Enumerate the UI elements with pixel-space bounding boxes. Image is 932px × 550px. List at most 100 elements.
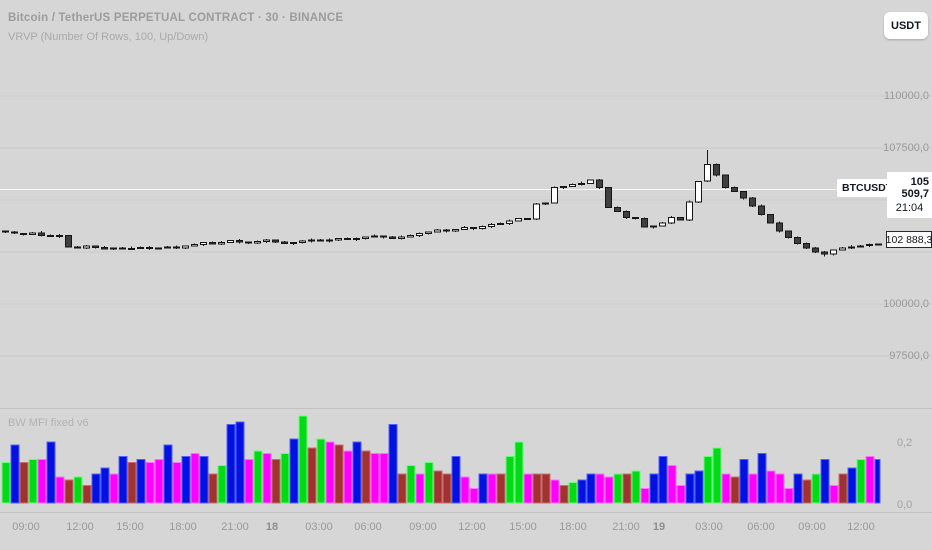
indicator-bar bbox=[523, 473, 533, 504]
candle bbox=[407, 234, 414, 238]
indicator-bar bbox=[190, 453, 200, 504]
candle bbox=[488, 224, 495, 228]
candle bbox=[218, 242, 225, 245]
candle bbox=[344, 238, 351, 240]
indicator-bar bbox=[118, 456, 128, 504]
indicator-bar bbox=[136, 459, 146, 504]
indicator-bar bbox=[442, 473, 452, 504]
candle bbox=[731, 187, 738, 193]
candle bbox=[767, 214, 774, 224]
indicator-bar bbox=[856, 459, 866, 504]
candle bbox=[794, 236, 801, 245]
candle bbox=[569, 183, 576, 187]
candle bbox=[137, 246, 144, 249]
indicator-bar bbox=[640, 488, 650, 504]
indicator-bar bbox=[73, 476, 83, 504]
candle bbox=[506, 220, 513, 224]
vrvp-indicator-label[interactable]: VRVP (Number Of Rows, 100, Up/Down) bbox=[8, 31, 209, 43]
indicator-bar bbox=[631, 470, 641, 504]
indicator-bar bbox=[622, 473, 632, 504]
indicator-bar bbox=[316, 438, 326, 504]
last-price-label[interactable]: 105 509,7 21:04 bbox=[887, 172, 932, 218]
indicator-bar bbox=[577, 479, 587, 504]
candle bbox=[722, 174, 729, 188]
indicator-bar bbox=[847, 467, 857, 504]
indicator-bar bbox=[658, 456, 668, 504]
indicator-bar bbox=[37, 459, 47, 504]
indicator-bar bbox=[712, 447, 722, 504]
candle bbox=[362, 236, 369, 239]
candle bbox=[191, 244, 198, 247]
candle bbox=[758, 205, 765, 215]
candle bbox=[830, 249, 837, 255]
indicator-bar bbox=[235, 421, 245, 504]
indicator-bar bbox=[370, 453, 380, 504]
candle bbox=[461, 227, 468, 231]
indicator-bar bbox=[703, 456, 713, 504]
bar-countdown: 21:04 bbox=[895, 202, 924, 214]
indicator-bar bbox=[775, 473, 785, 504]
currency-toggle-button[interactable]: USDT bbox=[884, 12, 928, 39]
price-tick-label: 107500,0 bbox=[883, 142, 929, 154]
indicator-bar bbox=[838, 473, 848, 504]
time-tick-label: 09:00 bbox=[798, 521, 826, 533]
candle bbox=[533, 203, 540, 220]
candle bbox=[263, 239, 270, 243]
candle bbox=[524, 218, 531, 221]
candle bbox=[254, 241, 261, 244]
price-tick-label: 110000,0 bbox=[883, 90, 929, 102]
indicator-bar bbox=[208, 473, 218, 504]
indicator-bar bbox=[154, 459, 164, 504]
candle bbox=[425, 231, 432, 235]
candle bbox=[452, 229, 459, 232]
candle bbox=[11, 231, 18, 234]
indicator-bar bbox=[343, 450, 353, 504]
date-tick-label: 18 bbox=[265, 521, 279, 533]
indicator-bar bbox=[433, 470, 443, 504]
mfi-indicator-label[interactable]: BW MFI fixed v6 bbox=[8, 417, 89, 429]
candle bbox=[74, 246, 81, 249]
indicator-bar bbox=[217, 464, 227, 504]
candle bbox=[578, 182, 585, 185]
candle bbox=[740, 191, 747, 199]
candle bbox=[785, 230, 792, 238]
indicator-bar bbox=[397, 473, 407, 504]
indicator-bar bbox=[550, 479, 560, 504]
indicator-bar bbox=[226, 424, 236, 504]
indicator-bar bbox=[289, 438, 299, 504]
time-tick-label: 09:00 bbox=[12, 521, 40, 533]
candle bbox=[182, 245, 189, 249]
time-tick-label: 06:00 bbox=[747, 521, 775, 533]
time-tick-label: 15:00 bbox=[509, 521, 537, 533]
indicator-bar bbox=[127, 461, 137, 504]
candle bbox=[20, 232, 27, 235]
indicator-tick-label: 0,0 bbox=[897, 499, 913, 511]
indicator-bar bbox=[172, 461, 182, 504]
price-tick-label: 97500,0 bbox=[889, 350, 929, 362]
indicator-bar bbox=[802, 479, 812, 504]
candle bbox=[65, 234, 72, 248]
indicator-bar bbox=[244, 459, 254, 504]
indicator-tick-label: 0,2 bbox=[897, 437, 913, 449]
indicator-bar bbox=[568, 482, 578, 504]
indicator-bar bbox=[100, 467, 110, 504]
candle bbox=[389, 236, 396, 239]
indicator-bar bbox=[532, 473, 542, 504]
indicator-bar bbox=[262, 453, 272, 504]
indicator-bar bbox=[271, 459, 281, 504]
indicator-bar bbox=[307, 447, 317, 504]
marked-price-label[interactable]: 102 888,3 bbox=[886, 231, 932, 248]
time-tick-label: 21:00 bbox=[612, 521, 640, 533]
symbol-title[interactable]: Bitcoin / TetherUS PERPETUAL CONTRACT · … bbox=[8, 12, 344, 24]
indicator-bar bbox=[415, 473, 425, 504]
time-tick-label: 06:00 bbox=[354, 521, 382, 533]
indicator-bar bbox=[109, 473, 119, 504]
candle bbox=[2, 230, 9, 233]
candle bbox=[308, 239, 315, 242]
candle bbox=[479, 226, 486, 230]
indicator-bar bbox=[811, 473, 821, 504]
indicator-bar bbox=[604, 476, 614, 504]
candle bbox=[857, 245, 864, 248]
candle bbox=[353, 238, 360, 240]
